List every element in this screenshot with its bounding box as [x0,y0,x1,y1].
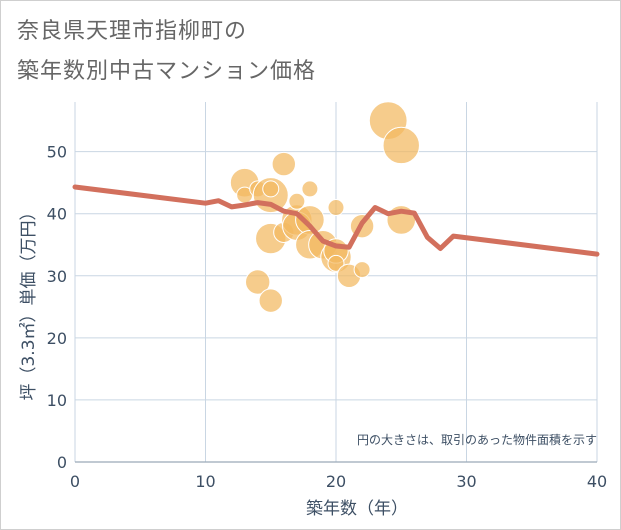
x-tick-label: 40 [587,472,607,491]
y-tick-label: 30 [47,267,67,286]
data-bubble [382,126,420,165]
trend-line [72,184,600,257]
y-tick-label: 50 [47,143,67,162]
data-bubble [288,192,306,210]
trend-layer [72,184,600,257]
grid-layer [74,102,598,463]
x-tick-label: 20 [326,472,346,491]
y-tick-label: 10 [47,391,67,410]
y-tick-label: 0 [57,453,67,472]
x-tick-label: 10 [195,472,215,491]
x-axis-label: 築年数（年） [306,499,408,519]
chart-title-line-2: 築年数別中古マンション価格 [17,59,317,84]
data-bubble [258,288,283,313]
data-bubble [327,199,345,217]
data-bubble [353,261,371,279]
y-tick-label: 40 [47,205,67,224]
x-tick-label: 0 [70,472,80,491]
data-bubble [245,269,271,295]
data-bubble [271,151,296,177]
y-tick-label: 20 [47,329,67,348]
y-axis-label: 坪（3.3㎡）単価（万円） [19,203,39,400]
bubble-layer [229,101,420,313]
x-tick-label: 30 [456,472,476,491]
tick-layer: 0 10 20 30 40 0 10 20 30 40 50 [47,143,608,491]
data-bubble [327,254,345,272]
bubble-size-note: 円の大きさは、取引のあった物件面積を示す [357,432,597,447]
data-bubble [262,180,280,198]
data-bubble [301,180,319,198]
chart-title-line-1: 奈良県天理市指柳町の [17,19,248,44]
